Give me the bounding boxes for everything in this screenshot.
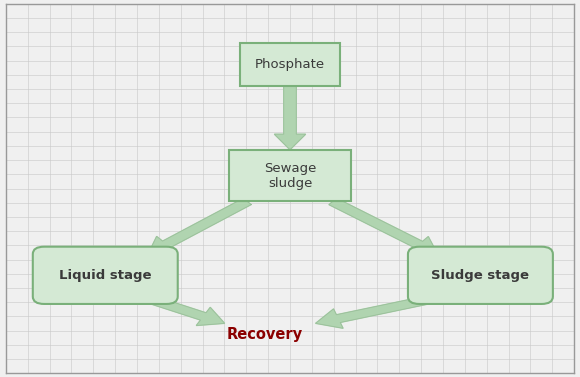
Polygon shape bbox=[274, 86, 306, 150]
FancyBboxPatch shape bbox=[33, 247, 177, 304]
Text: Liquid stage: Liquid stage bbox=[59, 269, 151, 282]
Text: Recovery: Recovery bbox=[226, 327, 303, 342]
FancyBboxPatch shape bbox=[240, 43, 340, 86]
Polygon shape bbox=[329, 198, 438, 254]
Text: Sewage
sludge: Sewage sludge bbox=[264, 162, 316, 190]
Polygon shape bbox=[148, 198, 251, 254]
Polygon shape bbox=[316, 293, 445, 328]
FancyBboxPatch shape bbox=[229, 150, 351, 201]
FancyBboxPatch shape bbox=[408, 247, 553, 304]
Polygon shape bbox=[139, 293, 224, 325]
Text: Phosphate: Phosphate bbox=[255, 58, 325, 71]
Text: Sludge stage: Sludge stage bbox=[432, 269, 530, 282]
